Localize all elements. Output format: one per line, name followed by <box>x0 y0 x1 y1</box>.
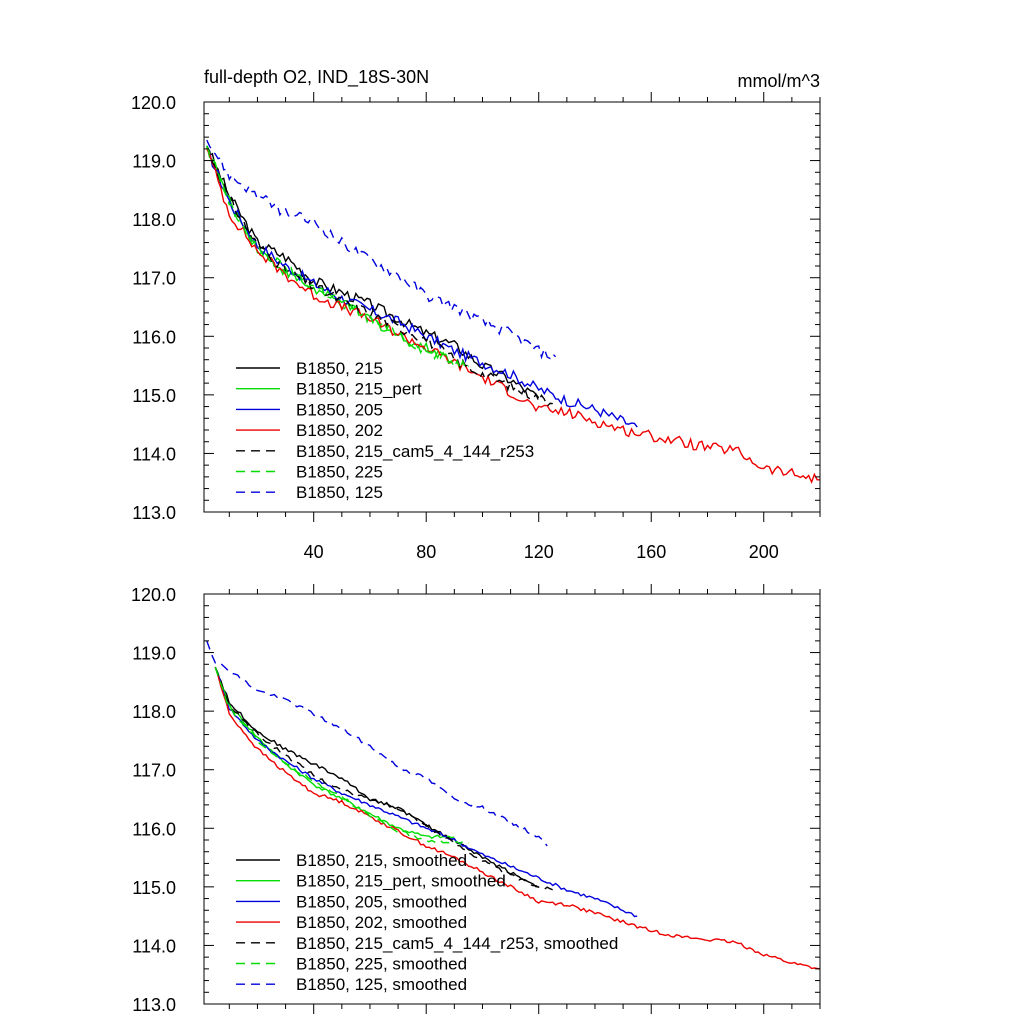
x-tick-label: 160 <box>636 542 666 562</box>
x-tick-label: 80 <box>416 542 436 562</box>
y-tick-label: 116.0 <box>132 327 176 347</box>
legend-label: B1850, 215_cam5_4_144_r253, smoothed <box>296 934 618 953</box>
series-line <box>214 666 469 845</box>
legend-label: B1850, 225, smoothed <box>296 955 467 974</box>
series-lines <box>206 139 820 484</box>
x-tick-label: 40 <box>304 542 324 562</box>
y-tick-label: 115.0 <box>132 386 176 406</box>
legend-label: B1850, 215_cam5_4_144_r253 <box>296 442 534 461</box>
y-tick-label: 120.0 <box>131 93 176 113</box>
y-tick-label: 116.0 <box>132 819 176 839</box>
y-tick-label: 115.0 <box>132 878 176 898</box>
y-tick-label: 113.0 <box>132 503 176 523</box>
axes: 113.0 114.0 115.0 116.0 117.0 118.0 119.0 120.0 <box>131 584 821 1015</box>
plot-frame <box>203 101 821 513</box>
series-line <box>206 148 638 428</box>
legend-label: B1850, 202, smoothed <box>296 913 467 932</box>
top-panel: full-depth O2, IND_18S-30N mmol/m^3 113.… <box>131 67 821 562</box>
y-tick-label: 114.0 <box>132 444 176 464</box>
chart-title: full-depth O2, IND_18S-30N <box>204 67 429 88</box>
y-tick-label: 114.0 <box>132 936 176 956</box>
plot-frame <box>203 593 821 1005</box>
y-tick-label: 119.0 <box>132 152 176 172</box>
legend-label: B1850, 215_pert, smoothed <box>296 872 506 891</box>
legend-label: B1850, 215 <box>296 359 383 378</box>
series-line <box>206 139 557 360</box>
legend: B1850, 215, smoothed B1850, 215_pert, smo… <box>236 851 618 994</box>
series-line <box>214 666 638 918</box>
series-line <box>206 640 548 847</box>
x-tick-label: 120 <box>524 542 554 562</box>
y-tick-label: 118.0 <box>132 702 176 722</box>
series-line <box>206 145 469 371</box>
y-tick-label: 117.0 <box>132 269 176 289</box>
legend-label: B1850, 202 <box>296 421 383 440</box>
legend-label: B1850, 215_pert <box>296 380 422 399</box>
series-line <box>214 666 455 840</box>
series-line <box>214 666 554 891</box>
legend-label: B1850, 125, smoothed <box>296 975 467 994</box>
y-tick-label: 113.0 <box>132 995 176 1015</box>
bottom-panel: 113.0 114.0 115.0 116.0 117.0 118.0 119.0 120.0… <box>131 584 821 1015</box>
y-tick-label: 120.0 <box>131 585 176 605</box>
y-tick-label: 119.0 <box>132 644 176 664</box>
y-tick-label: 117.0 <box>132 761 176 781</box>
legend-label: B1850, 205, smoothed <box>296 892 467 911</box>
series-line <box>206 145 455 363</box>
legend-label: B1850, 205 <box>296 400 383 419</box>
x-tick-label: 200 <box>749 542 779 562</box>
series-line <box>214 666 821 970</box>
series-lines <box>206 640 821 970</box>
axes: 113.0 114.0 115.0 116.0 117.0 118.0 119.0 120.0… <box>131 92 821 562</box>
legend-label: B1850, 215, smoothed <box>296 851 467 870</box>
legend-label: B1850, 125 <box>296 483 383 502</box>
legend-label: B1850, 225 <box>296 463 383 482</box>
series-line <box>206 145 553 408</box>
y-tick-label: 118.0 <box>132 210 176 230</box>
series-line <box>206 148 820 484</box>
units-label: mmol/m^3 <box>738 71 820 91</box>
